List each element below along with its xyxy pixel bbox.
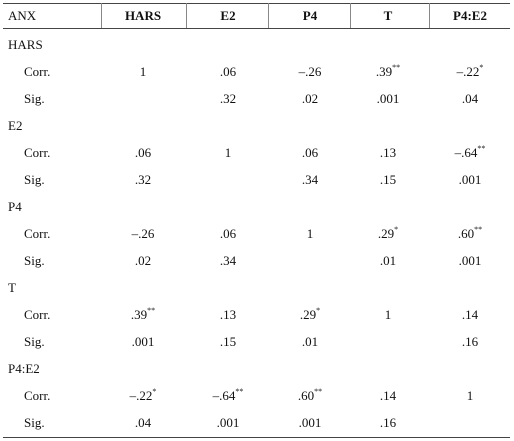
row-label: Sig. — [24, 90, 45, 106]
header-separator — [186, 3, 187, 28]
row-label: Sig. — [24, 333, 45, 349]
cell: .14 — [461, 306, 479, 322]
significance-mark: * — [479, 62, 484, 72]
row-label: Corr. — [24, 144, 51, 160]
cell: .001 — [131, 333, 155, 349]
significance-mark: ** — [474, 224, 483, 234]
cell: .39** — [375, 62, 401, 80]
cell: –.22* — [129, 386, 157, 404]
cell: .16 — [379, 414, 397, 430]
header-cell: P4 — [302, 8, 318, 23]
cell: .29* — [377, 224, 399, 242]
cell: .16 — [461, 333, 479, 349]
cell: .34 — [219, 252, 237, 268]
cell: 1 — [139, 63, 147, 79]
cell: .32 — [134, 171, 152, 187]
row-label: Sig. — [24, 171, 45, 187]
cell-value: –.22 — [456, 63, 480, 79]
cell: .06 — [219, 225, 237, 241]
cell: .60** — [297, 386, 323, 404]
header-cell: HARS — [124, 8, 162, 23]
cell: –.64** — [454, 143, 486, 161]
cell: .001 — [216, 414, 240, 430]
cell-value: –.22 — [129, 387, 153, 403]
cell: .04 — [461, 90, 479, 106]
cell: –.26 — [298, 63, 322, 79]
cell: –.22* — [456, 62, 484, 80]
header-cell: E2 — [220, 8, 236, 23]
header-rule — [3, 28, 510, 29]
cell-value: –.64 — [454, 144, 478, 160]
cell: 1 — [466, 387, 474, 403]
group-label: P4:E2 — [8, 360, 40, 376]
cell-value: .29 — [299, 306, 317, 322]
row-label: Corr. — [24, 387, 51, 403]
row-label: Sig. — [24, 252, 45, 268]
cell: .02 — [301, 90, 319, 106]
cell: .001 — [376, 90, 400, 106]
row-label: Corr. — [24, 225, 51, 241]
cell-value: –.64 — [212, 387, 236, 403]
cell: .15 — [379, 171, 397, 187]
cell: .04 — [134, 414, 152, 430]
header-separator — [101, 3, 102, 28]
cell: .32 — [219, 90, 237, 106]
cell: .39** — [130, 305, 156, 323]
group-label: E2 — [8, 117, 23, 133]
header-cell: T — [383, 8, 393, 23]
row-label: Corr. — [24, 306, 51, 322]
cell: .01 — [301, 333, 319, 349]
cell: 1 — [306, 225, 314, 241]
significance-mark: * — [394, 224, 399, 234]
cell-value: .60 — [457, 225, 475, 241]
cell: .02 — [134, 252, 152, 268]
header-cell: P4:E2 — [453, 8, 487, 23]
group-label: T — [8, 279, 16, 295]
cell-value: .60 — [297, 387, 315, 403]
cell: .001 — [298, 414, 322, 430]
header-separator — [350, 3, 351, 28]
cell-value: .39 — [130, 306, 148, 322]
significance-mark: ** — [314, 386, 323, 396]
cell: 1 — [224, 144, 232, 160]
cell: .06 — [219, 63, 237, 79]
cell: .06 — [301, 144, 319, 160]
cell: .01 — [379, 252, 397, 268]
cell: .13 — [379, 144, 397, 160]
significance-mark: ** — [147, 305, 156, 315]
cell: .60** — [457, 224, 483, 242]
cell: .001 — [458, 252, 482, 268]
significance-mark: ** — [235, 386, 244, 396]
header-separator — [268, 3, 269, 28]
row-label: Corr. — [24, 63, 51, 79]
significance-mark: * — [152, 386, 157, 396]
cell: –.26 — [131, 225, 155, 241]
bottom-rule — [3, 437, 510, 438]
cell: 1 — [384, 306, 392, 322]
cell: .15 — [219, 333, 237, 349]
significance-mark: * — [316, 305, 321, 315]
group-label: HARS — [8, 36, 43, 52]
cell: .06 — [134, 144, 152, 160]
cell-value: .29 — [377, 225, 395, 241]
row-label: Sig. — [24, 414, 45, 430]
significance-mark: ** — [477, 143, 486, 153]
cell: –.64** — [212, 386, 244, 404]
header-cell: ANX — [8, 8, 37, 23]
cell: .001 — [458, 171, 482, 187]
group-label: P4 — [8, 198, 22, 214]
cell-value: .39 — [375, 63, 393, 79]
top-rule — [3, 3, 510, 4]
cell: .29* — [299, 305, 321, 323]
header-separator — [429, 3, 430, 28]
significance-mark: ** — [392, 62, 401, 72]
cell: .14 — [379, 387, 397, 403]
cell: .13 — [219, 306, 237, 322]
cell: .34 — [301, 171, 319, 187]
